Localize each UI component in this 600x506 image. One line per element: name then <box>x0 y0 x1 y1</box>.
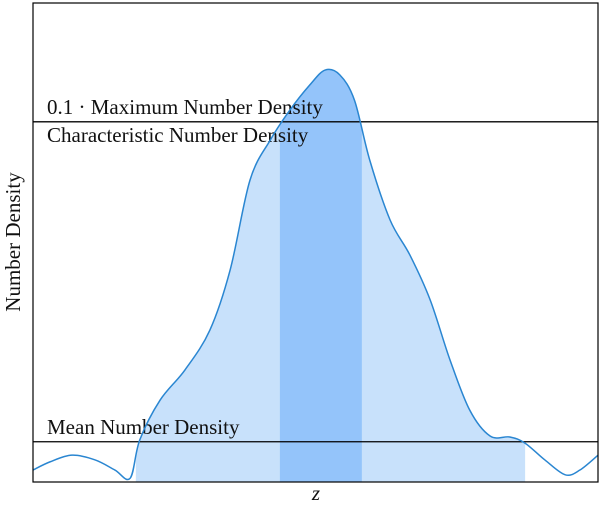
shaded-band <box>279 69 362 482</box>
reference-line-label: Mean Number Density <box>47 415 240 439</box>
x-axis-label: z <box>311 481 320 505</box>
y-axis-label: Number Density <box>1 172 25 312</box>
plot-area: 0.1 · Maximum Number Density Characterist… <box>32 68 599 482</box>
reference-line-label: Characteristic Number Density <box>47 123 309 147</box>
reference-line-label: 0.1 · Maximum Number Density <box>47 95 323 119</box>
axes-frame <box>32 2 599 483</box>
density-curve <box>32 68 599 481</box>
